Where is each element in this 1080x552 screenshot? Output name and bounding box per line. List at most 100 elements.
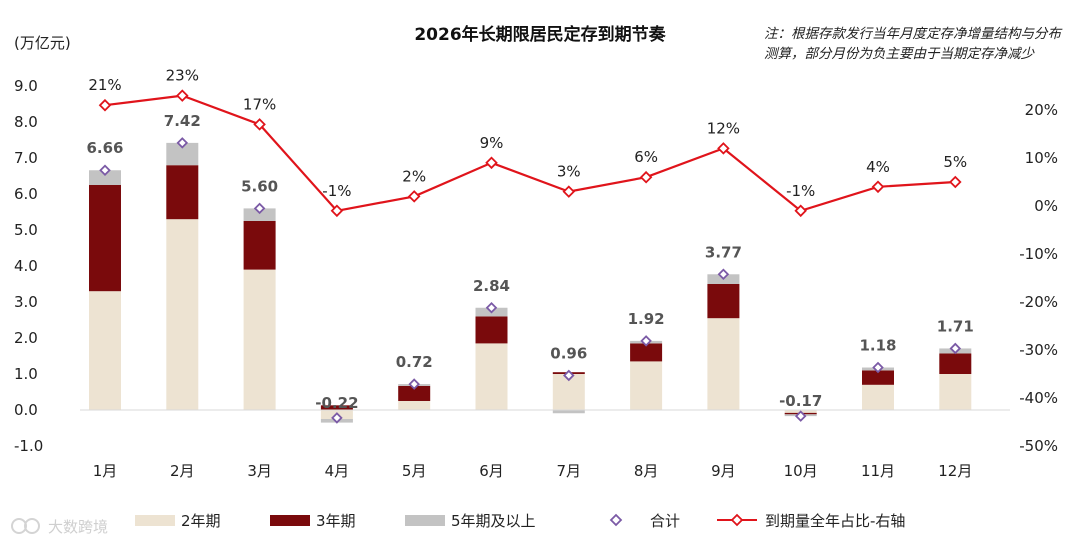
ratio-marker: [330, 204, 344, 218]
total-marker: [253, 202, 266, 215]
ratio-marker: [176, 89, 189, 102]
bar-3yr: [475, 316, 508, 344]
bar-2yr: [398, 401, 431, 410]
ratio-value-label: -1%: [322, 182, 351, 200]
bar-2yr: [939, 374, 972, 410]
ratio-value-label: -1%: [786, 182, 815, 200]
bar-5yr: [89, 170, 121, 185]
bar-3yr: [243, 221, 276, 270]
ratio-marker: [485, 156, 498, 170]
bar-3yr: [320, 405, 353, 410]
bar-3yr: [89, 185, 121, 292]
left-tick-label: 3.0: [14, 293, 38, 311]
legend-label-total: 合计: [650, 511, 681, 530]
ratio-value-label: 12%: [707, 119, 740, 137]
legend-swatch-2yr: [135, 514, 175, 526]
category-label: 12月: [938, 462, 972, 480]
total-marker: [176, 137, 189, 149]
right-tick-label: -50%: [1019, 437, 1058, 455]
total-marker: [563, 369, 575, 382]
chart-note: 注：根据存款发行当年月度定存净增量结构与分布测算，部分月份为负主要由于当期定存净…: [764, 26, 1061, 62]
legend-swatch-3yr: [270, 514, 310, 526]
legend-label-3yr: 3年期: [316, 511, 356, 530]
bar-5yr: [243, 208, 276, 221]
total-value-label: 7.42: [164, 112, 201, 130]
left-tick-label: 9.0: [14, 77, 38, 95]
bar-3yr: [862, 370, 894, 385]
ratio-value-label: 6%: [634, 148, 658, 166]
ratio-value-label: 2%: [402, 167, 426, 185]
total-marker: [794, 410, 807, 422]
category-label: 4月: [325, 462, 350, 480]
left-tick-label: 1.0: [14, 365, 38, 383]
bar-3yr: [630, 343, 663, 362]
ratio-marker: [639, 170, 653, 184]
watermark-text: 大数跨境: [48, 517, 109, 536]
left-tick-label: 7.0: [14, 149, 38, 167]
bar-3yr: [166, 165, 199, 220]
ratio-line: [104, 94, 956, 213]
right-axis-ticks: 20% 10% 0% -10% -20% -30% -40% -50%: [1019, 101, 1058, 455]
right-tick-label: 0%: [1034, 197, 1058, 215]
ratio-marker: [562, 185, 576, 198]
total-marker: [640, 335, 652, 347]
category-label: 11月: [861, 462, 895, 480]
ratio-value-label: 17%: [243, 95, 276, 113]
right-tick-label: 10%: [1025, 149, 1058, 167]
ratio-marker: [407, 190, 421, 203]
legend-swatch-5yr: [405, 514, 445, 526]
bar-2yr: [89, 291, 121, 410]
legend-item-ratio: 到期量全年占比-右轴: [715, 505, 905, 535]
category-label: 3月: [247, 462, 272, 480]
y-axis-label: (万亿元): [14, 34, 71, 52]
totals-layer: 6.66 7.42 5.60 -0.22 0.72 2.84 0.96 1.92 3.77 -0.…: [86, 112, 974, 424]
ratio-marker: [871, 180, 885, 194]
right-tick-label: 20%: [1025, 101, 1058, 119]
total-value-label: 5.60: [241, 177, 278, 195]
ratio-marker: [949, 175, 962, 189]
ratio-marker: [253, 118, 266, 131]
category-label: 6月: [479, 462, 504, 480]
legend-item-total: 合计: [600, 505, 680, 535]
ratio-value-label: 5%: [943, 153, 967, 171]
total-value-label: 1.92: [628, 310, 665, 328]
left-axis-ticks: 9.0 8.0 7.0 6.0 5.0 4.0 3.0 2.0 1.0 0.0 -1.0: [14, 77, 43, 455]
watermark-logo-icon: [11, 518, 40, 534]
bar-5yr: [166, 142, 199, 166]
legend-item-2yr: 2年期: [135, 505, 221, 535]
total-value-label: 0.72: [396, 353, 433, 371]
ratio-value-label: 23%: [166, 67, 199, 85]
total-value-label: 1.71: [937, 317, 974, 335]
chart-title: 2026年长期限居民定存到期节奏: [414, 24, 666, 45]
ratio-value-label: 21%: [88, 76, 121, 94]
legend: 2年期 3年期 5年期及以上 合计 到期量全年占比-右轴: [0, 505, 1080, 535]
total-marker: [99, 164, 111, 177]
total-value-label: 3.77: [705, 243, 742, 261]
watermark: 大数跨境: [10, 515, 108, 537]
bar-2yr: [707, 318, 740, 410]
total-value-label: -0.17: [779, 392, 822, 410]
bar-2yr: [630, 361, 663, 410]
category-label: 9月: [711, 462, 736, 480]
bar-3yr: [398, 385, 431, 401]
left-tick-label: 5.0: [14, 221, 38, 239]
ratio-value-label: 9%: [480, 134, 504, 152]
total-value-label: 6.66: [86, 139, 123, 157]
left-tick-label: -1.0: [14, 437, 43, 455]
category-label: 1月: [93, 462, 118, 480]
bar-5yr: [552, 410, 585, 414]
total-marker: [408, 378, 420, 390]
bar-2yr: [475, 343, 508, 410]
bars-layer: [89, 142, 972, 423]
bar-2yr: [166, 219, 199, 410]
total-marker: [331, 412, 343, 424]
ratio-marker: [98, 98, 112, 112]
left-tick-label: 6.0: [14, 185, 38, 203]
legend-diamond-icon: [609, 513, 623, 527]
left-tick-label: 0.0: [14, 401, 38, 419]
total-marker: [485, 301, 498, 314]
bar-3yr: [707, 284, 740, 319]
legend-label-5yr: 5年期及以上: [451, 511, 536, 530]
total-marker: [872, 361, 884, 374]
left-tick-label: 8.0: [14, 113, 38, 131]
